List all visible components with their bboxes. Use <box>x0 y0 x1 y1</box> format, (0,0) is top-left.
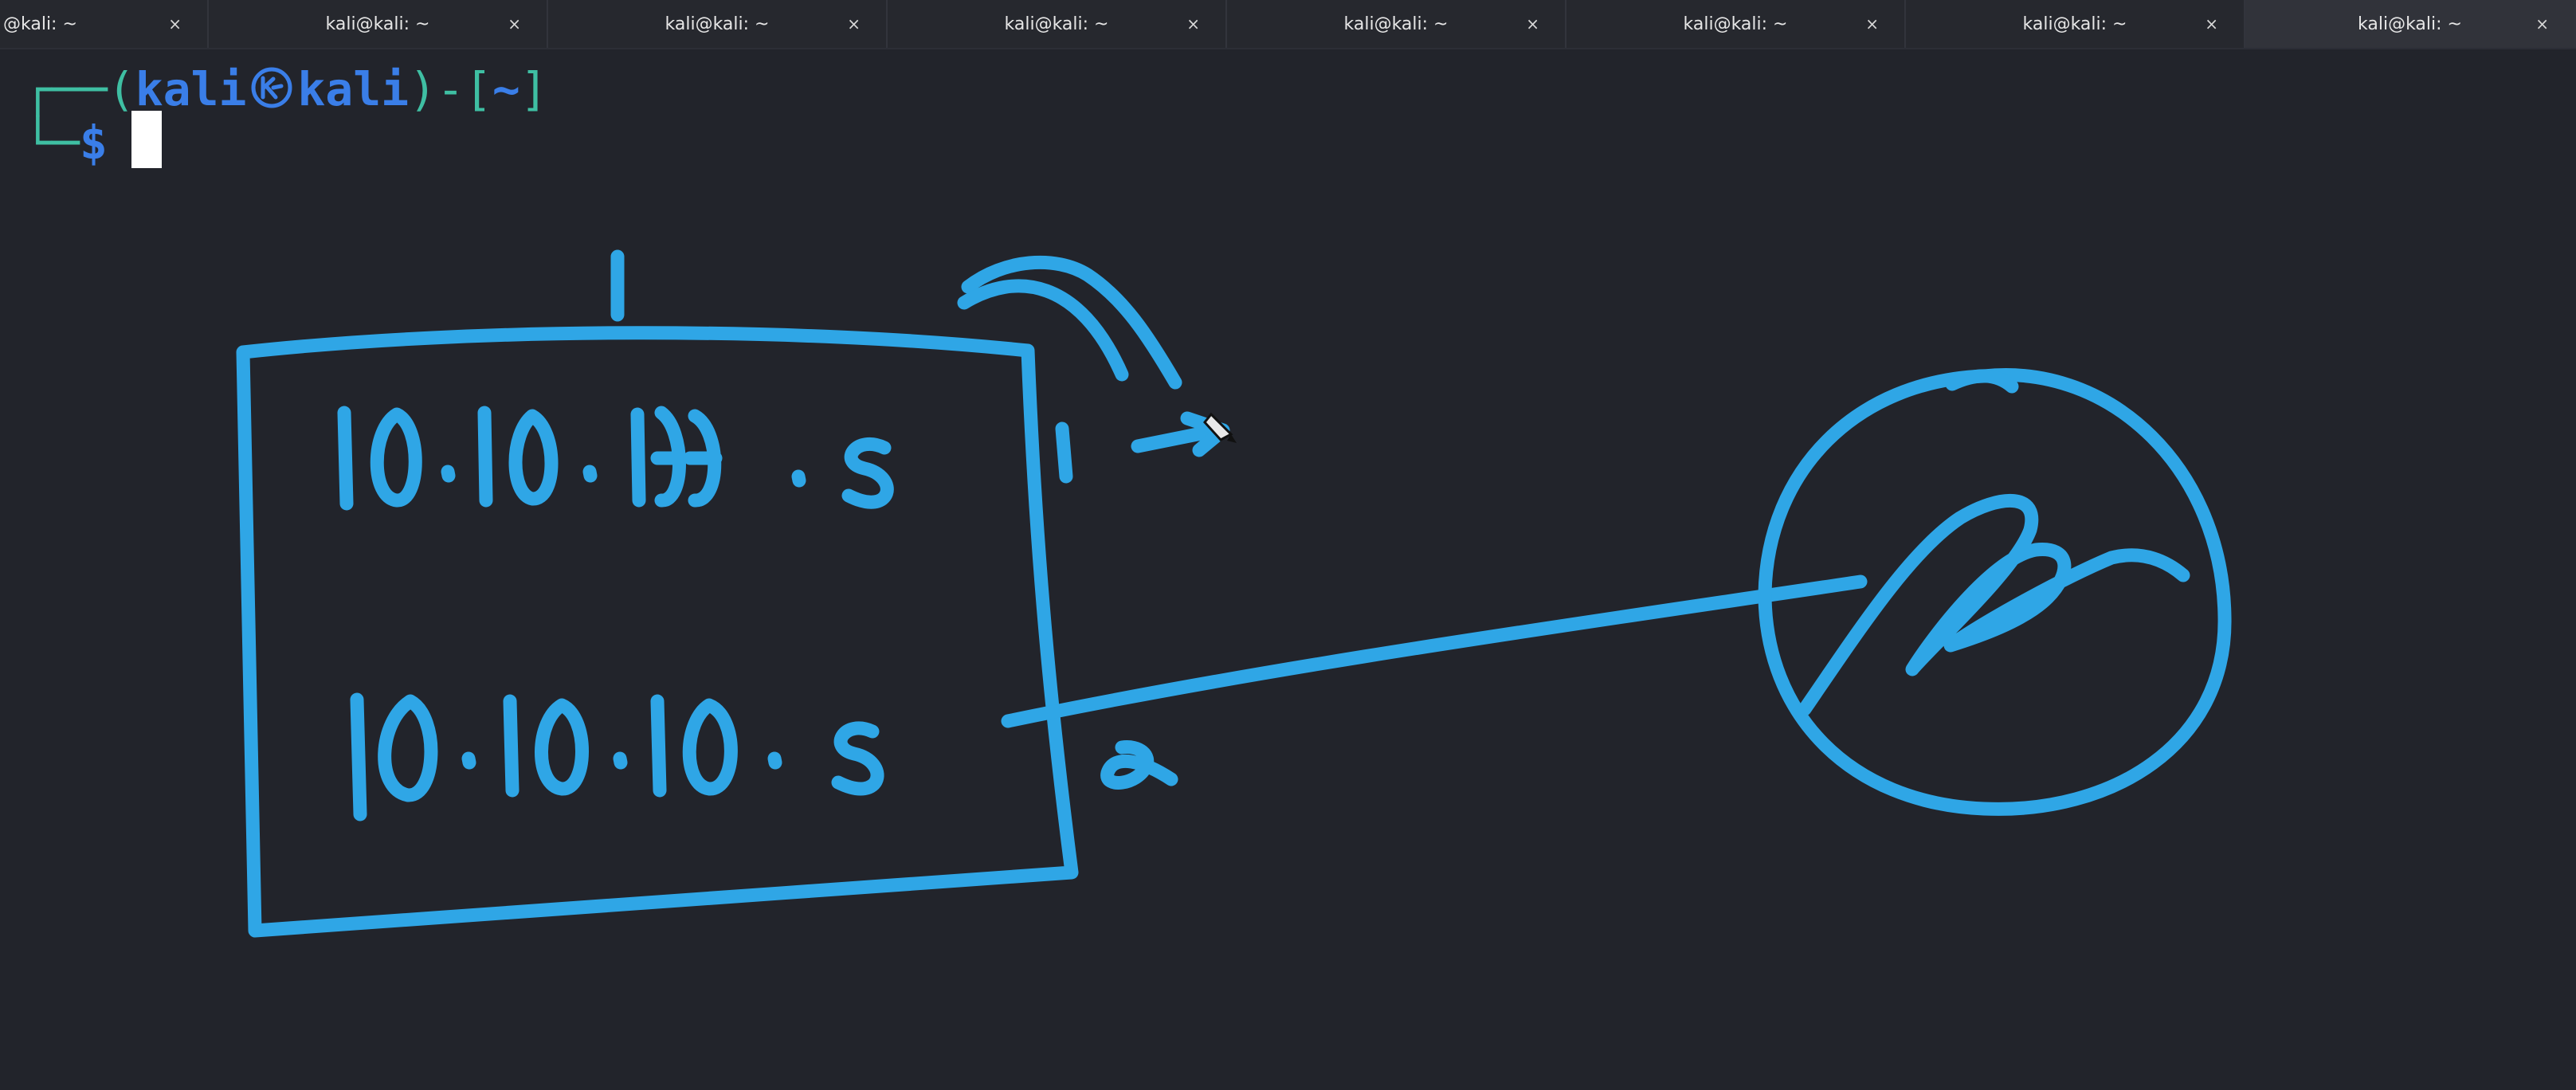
tab-2[interactable]: kali@kali: ~ × <box>209 0 548 48</box>
prompt-line-1: ┌──(kali kali)-[~] <box>24 65 548 112</box>
close-icon[interactable]: × <box>847 14 861 33</box>
tab-1[interactable]: @kali: ~ × <box>0 0 209 48</box>
close-icon[interactable]: × <box>2535 14 2549 33</box>
tab-label: kali@kali: ~ <box>1343 14 1449 34</box>
tab-label: kali@kali: ~ <box>2022 14 2127 34</box>
tab-label: kali@kali: ~ <box>1004 14 1109 34</box>
tab-8-active[interactable]: kali@kali: ~ × <box>2245 0 2576 48</box>
prompt-frame: ] <box>520 62 548 116</box>
kali-dragon-icon <box>251 67 292 108</box>
close-icon[interactable]: × <box>1526 14 1539 33</box>
text-cursor[interactable] <box>131 110 162 168</box>
tab-5[interactable]: kali@kali: ~ × <box>1227 0 1566 48</box>
terminal-area[interactable]: ┌──(kali kali)-[~] └─$ <box>0 49 2576 1090</box>
tab-bar: @kali: ~ × kali@kali: ~ × kali@kali: ~ ×… <box>0 0 2576 49</box>
prompt-user: kali <box>135 62 247 116</box>
tab-label: kali@kali: ~ <box>665 14 770 34</box>
tab-label: kali@kali: ~ <box>325 14 430 34</box>
prompt-host: kali <box>297 62 410 116</box>
tab-6[interactable]: kali@kali: ~ × <box>1566 0 1906 48</box>
close-icon[interactable]: × <box>508 14 521 33</box>
tab-7[interactable]: kali@kali: ~ × <box>1906 0 2245 48</box>
prompt-frame: ┌──( <box>24 62 135 116</box>
close-icon[interactable]: × <box>1865 14 1879 33</box>
prompt-line-2: └─$ <box>24 110 162 168</box>
tab-label: kali@kali: ~ <box>2358 14 2462 34</box>
prompt-frame: └─ <box>24 116 80 170</box>
prompt-dollar: $ <box>79 116 108 170</box>
tab-label: @kali: ~ <box>3 14 77 34</box>
tab-label: kali@kali: ~ <box>1683 14 1788 34</box>
close-icon[interactable]: × <box>2205 14 2218 33</box>
tab-4[interactable]: kali@kali: ~ × <box>888 0 1227 48</box>
prompt-frame: )-[ <box>409 62 492 116</box>
close-icon[interactable]: × <box>1186 14 1200 33</box>
close-icon[interactable]: × <box>168 14 182 33</box>
prompt-cwd: ~ <box>492 62 520 116</box>
tab-3[interactable]: kali@kali: ~ × <box>548 0 888 48</box>
